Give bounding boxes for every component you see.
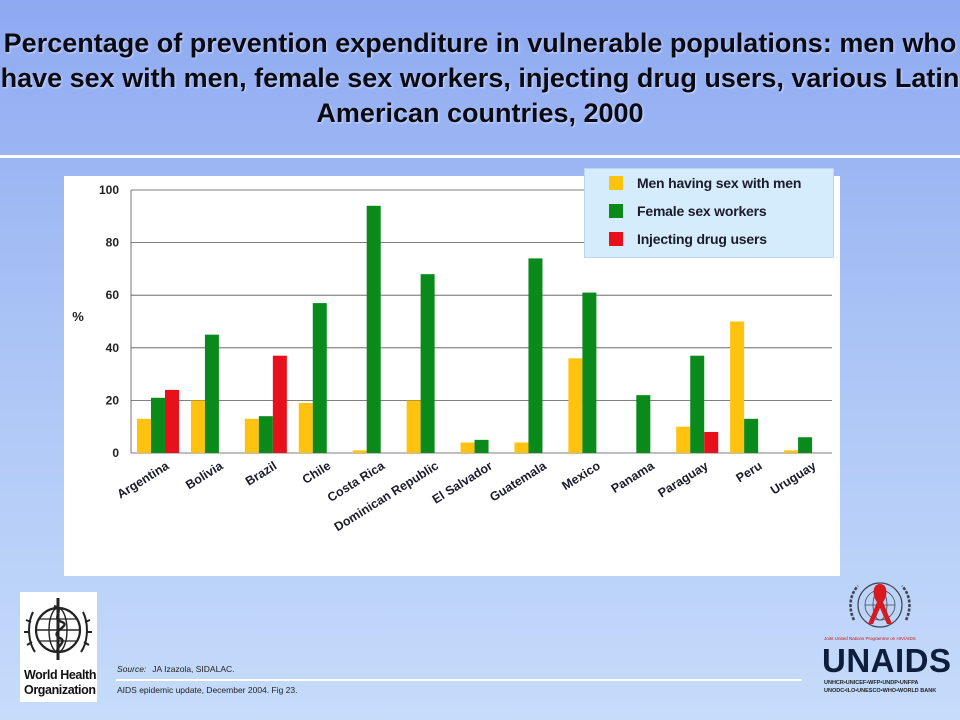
- who-emblem-icon: [24, 598, 92, 660]
- legend-swatch-fsw: [609, 204, 623, 218]
- x-tick-label: Brazil: [243, 459, 279, 489]
- legend-label-fsw: Female sex workers: [637, 203, 767, 219]
- who-logo: World Health Organization: [20, 592, 97, 702]
- bar-brazil-1: [258, 416, 273, 453]
- y-tick-label: 20: [106, 393, 120, 407]
- bar-dominican-republic-1: [420, 274, 435, 453]
- bar-peru-1: [744, 418, 759, 453]
- y-tick-label: 60: [106, 288, 120, 302]
- x-tick-label: Bolivia: [183, 458, 226, 492]
- legend-item-idu: Injecting drug users: [609, 228, 767, 250]
- publication-reference: AIDS epidemic update, December 2004. Fig…: [117, 685, 298, 695]
- bar-uruguay-0: [784, 450, 799, 453]
- x-tick-label: Uruguay: [768, 459, 818, 498]
- who-logo-text: World Health Organization: [24, 668, 96, 698]
- bar-guatemala-0: [514, 442, 529, 453]
- bar-argentina-0: [137, 418, 151, 453]
- y-tick-label: 40: [106, 341, 120, 355]
- x-tick-label: Chile: [300, 459, 333, 487]
- unaids-tagline: Joint United Nations Programme on HIV/AI…: [824, 636, 916, 641]
- bar-uruguay-1: [798, 437, 813, 453]
- x-tick-label: Argentina: [115, 458, 173, 501]
- bar-paraguay-1: [690, 355, 705, 453]
- x-tick-label: El Salvador: [430, 459, 495, 507]
- legend-swatch-idu: [609, 232, 623, 246]
- bar-brazil-2: [272, 355, 287, 453]
- bar-argentina-2: [165, 389, 179, 453]
- y-tick-label: 0: [112, 446, 119, 460]
- bar-mexico-0: [568, 358, 583, 453]
- x-tick-label: Guatemala: [487, 458, 550, 504]
- unaids-logo: Joint United Nations Programme on HIV/AI…: [818, 578, 951, 698]
- y-tick-label: 80: [106, 236, 120, 250]
- bar-costa-rica-1: [366, 205, 381, 453]
- source-citation: Source: JA Izazola, SIDALAC.: [117, 664, 235, 674]
- slide-title: Percentage of prevention expenditure in …: [0, 28, 960, 128]
- bar-chart: 0 20 40 60 80 100% Argentina Bolivia Brazil Chile…: [72, 183, 832, 534]
- legend-item-msm: Men having sex with men: [609, 172, 801, 194]
- bar-peru-0: [730, 321, 745, 453]
- legend-swatch-msm: [609, 176, 623, 190]
- unaids-cosponsors-line1: UNHCR•UNICEF•WFP•UNDP•UNFPA: [824, 680, 919, 686]
- bar-chile-1: [312, 303, 327, 453]
- y-axis-label: %: [72, 309, 84, 324]
- bar-el-salvador-1: [474, 439, 489, 453]
- legend-label-msm: Men having sex with men: [637, 175, 802, 191]
- bar-paraguay-2: [704, 431, 719, 453]
- source-label: Source:: [117, 664, 147, 674]
- source-text: JA Izazola, SIDALAC.: [152, 664, 235, 674]
- bar-dominican-republic-0: [406, 400, 421, 453]
- bar-costa-rica-0: [352, 450, 367, 453]
- x-tick-label: Peru: [734, 459, 765, 486]
- bar-brazil-0: [244, 418, 259, 453]
- x-tick-label: Paraguay: [655, 459, 710, 501]
- unaids-wordmark: UNAIDS: [822, 642, 952, 679]
- bar-bolivia-0: [190, 400, 205, 453]
- bar-mexico-1: [582, 292, 597, 453]
- bar-panama-1: [636, 395, 651, 453]
- chart-legend: Men having sex with men Female sex worke…: [584, 168, 834, 258]
- bar-guatemala-1: [528, 258, 543, 453]
- bar-paraguay-0: [676, 426, 691, 453]
- footer-divider: [116, 679, 802, 681]
- who-logo-line1: World Health: [24, 668, 97, 682]
- legend-label-idu: Injecting drug users: [637, 231, 767, 247]
- y-tick-label: 100: [99, 183, 119, 197]
- unaids-cosponsors-line2: UNODC•ILO•UNESCO•WHO•WORLD BANK: [824, 688, 937, 694]
- bar-argentina-1: [151, 397, 165, 453]
- un-emblem-icon: [849, 582, 911, 628]
- bar-chile-0: [298, 403, 313, 453]
- title-divider: [0, 155, 960, 158]
- who-logo-line2: Organization: [24, 683, 96, 697]
- bar-bolivia-1: [204, 334, 219, 453]
- x-tick-label: Mexico: [559, 458, 603, 493]
- bar-el-salvador-0: [460, 442, 475, 453]
- legend-item-fsw: Female sex workers: [609, 200, 767, 222]
- x-tick-label: Panama: [609, 458, 658, 496]
